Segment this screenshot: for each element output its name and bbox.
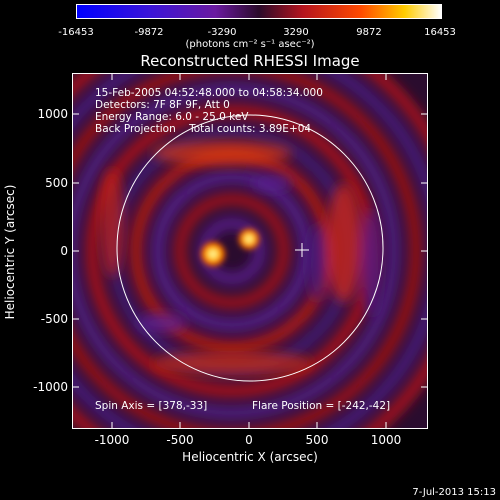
colorbar-tick: 16453 xyxy=(424,27,456,38)
flare-position-text: Flare Position = [-242,-42] xyxy=(252,400,391,412)
colorbar-tick: -9872 xyxy=(134,27,164,38)
x-tick-label: 500 xyxy=(305,433,329,447)
y-tick-label: -500 xyxy=(40,312,68,326)
method-counts-text: Back Projection Total counts: 3.89E+04 xyxy=(95,123,312,135)
image-title: Reconstructed RHESSI Image xyxy=(140,52,360,70)
y-axis-label: Heliocentric Y (arcsec) xyxy=(3,184,17,320)
colorbar-unit: (photons cm⁻² s⁻¹ asec⁻²) xyxy=(185,39,315,50)
y-tick-label: 500 xyxy=(45,176,68,190)
solar-limb xyxy=(116,114,384,382)
timestamp-footer: 7-Jul-2013 15:13 xyxy=(412,487,496,498)
colorbar-tick: -3290 xyxy=(207,27,237,38)
x-tick-label: -1000 xyxy=(94,433,130,447)
detectors-text: Detectors: 7F 8F 9F, Att 0 xyxy=(95,99,230,111)
colorbar-tick: -16453 xyxy=(58,27,94,38)
colorbar-tick: 3290 xyxy=(283,27,309,38)
rhessi-image xyxy=(72,73,428,429)
spin-axis-text: Spin Axis = [378,-33] xyxy=(95,400,208,412)
time-range-text: 15-Feb-2005 04:52:48.000 to 04:58:34.000 xyxy=(95,87,323,99)
x-tick-label: 1000 xyxy=(370,433,402,447)
x-axis-label: Heliocentric X (arcsec) xyxy=(182,450,318,464)
x-tick-label: -500 xyxy=(166,433,194,447)
y-tick-label: -1000 xyxy=(33,380,68,394)
colorbar-tick: 9872 xyxy=(356,27,382,38)
colorbar xyxy=(76,4,442,19)
x-tick-label: 0 xyxy=(245,433,253,447)
tick-marks xyxy=(72,73,428,429)
y-tick-label: 1000 xyxy=(37,107,68,121)
y-tick-label: 0 xyxy=(60,244,68,258)
energy-range-text: Energy Range: 6.0 - 25.0 keV xyxy=(95,111,249,123)
